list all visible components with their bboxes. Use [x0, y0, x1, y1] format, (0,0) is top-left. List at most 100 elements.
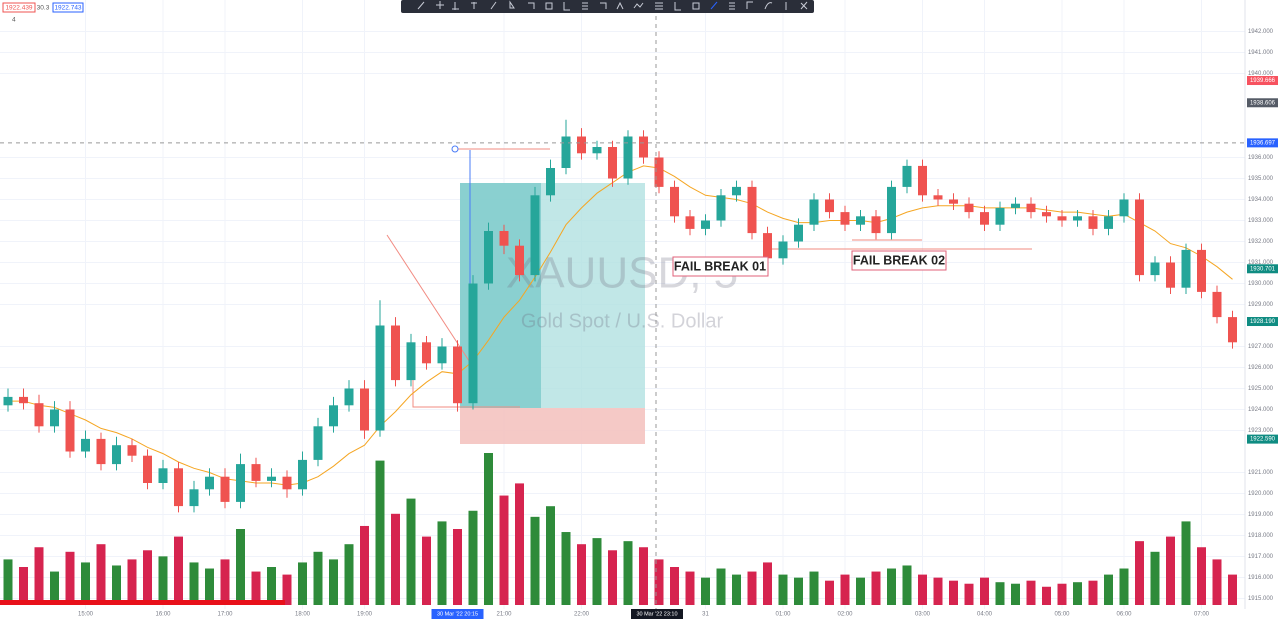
tool-icon[interactable]: [563, 2, 570, 11]
candle-body: [732, 186, 741, 196]
volume-bar: [980, 577, 989, 605]
candle-body: [840, 212, 850, 225]
tool-icon[interactable]: [692, 2, 700, 10]
candle-body: [437, 346, 447, 364]
volume-bar: [19, 567, 28, 605]
y-tick-label: 1925.000: [1248, 386, 1274, 392]
tool-icon[interactable]: [436, 1, 444, 9]
candle-body: [1150, 262, 1160, 276]
volume-bar: [1150, 551, 1160, 605]
candle-body: [375, 325, 385, 431]
candle-body: [1212, 291, 1222, 318]
info-value: 1922.439: [5, 5, 32, 12]
tool-icon[interactable]: [509, 0, 515, 9]
tool-icon[interactable]: [655, 2, 663, 10]
tool-icon[interactable]: [800, 1, 808, 10]
candle-body: [778, 241, 788, 259]
candle-body: [964, 203, 974, 213]
candle-body: [995, 207, 1005, 225]
volume-bar: [561, 532, 571, 605]
y-tick-label: 1915.000: [1248, 596, 1274, 602]
volume-bar: [174, 536, 183, 605]
tool-icon[interactable]: [417, 1, 425, 10]
y-tick-label: 1930.000: [1248, 281, 1274, 287]
volume-bar: [437, 521, 447, 605]
candle-body: [794, 224, 803, 242]
price-tag-label: 1928.190: [1250, 319, 1276, 325]
volume-bar: [778, 574, 788, 605]
price-axis-labels: 1915.000 1916.000 1917.000 1918.000 1919.000…: [1247, 29, 1278, 602]
price-tag-label: 1936.697: [1250, 140, 1276, 146]
anchor-point[interactable]: [451, 145, 459, 153]
candle-body: [499, 231, 509, 246]
volume-bar: [1228, 574, 1237, 605]
candle-body: [639, 136, 648, 158]
candle-body: [933, 195, 943, 200]
volume-bar: [995, 582, 1005, 605]
price-tag-label: 1938.606: [1250, 100, 1276, 106]
volume-bar: [530, 516, 540, 605]
crosshair-time-box: [631, 609, 683, 619]
annotation-box: [851, 250, 947, 271]
x-tick-label: 06:00: [1116, 612, 1132, 618]
candle-body: [282, 476, 292, 490]
candle-body: [577, 136, 586, 154]
candle-body: [763, 233, 772, 259]
tool-icon[interactable]: [674, 2, 681, 11]
volume-bar: [964, 583, 974, 605]
candle-body: [50, 409, 59, 427]
candle-body: [344, 388, 354, 406]
candle-body: [205, 476, 214, 490]
watermark-subtitle: Gold Spot / U.S. Dollar: [521, 310, 724, 332]
candle-body: [360, 388, 369, 431]
tool-icon[interactable]: [710, 1, 718, 10]
volume-bar: [205, 568, 214, 605]
x-tick-label: 18:00: [295, 612, 311, 618]
candle-body: [871, 216, 881, 234]
volume-bar: [267, 567, 276, 605]
tool-icon[interactable]: [452, 2, 459, 10]
volume-bar: [716, 568, 726, 605]
price-tag-label: 1922.590: [1250, 437, 1276, 443]
volume-bar: [453, 529, 462, 605]
tool-icon[interactable]: [471, 2, 477, 9]
volume-bar: [840, 574, 850, 605]
candle-body: [484, 231, 493, 284]
price-tag: [1247, 264, 1278, 274]
tool-icon[interactable]: [633, 2, 644, 9]
candle-body: [701, 220, 710, 229]
tool-icon[interactable]: [746, 1, 753, 9]
tool-icon[interactable]: [764, 2, 773, 10]
candle-body: [1026, 203, 1036, 213]
volume-bar: [809, 571, 819, 605]
candle-body: [1088, 216, 1098, 229]
tool-icon[interactable]: [582, 2, 588, 10]
indicator-count[interactable]: 4: [12, 17, 16, 24]
y-tick-label: 1935.000: [1248, 176, 1274, 182]
candle-body: [1011, 203, 1020, 208]
volume-bar: [484, 453, 493, 605]
volume-bar: [468, 510, 478, 605]
x-tick-label: 31: [702, 612, 709, 618]
volume-bar: [143, 550, 152, 605]
tool-icon[interactable]: [545, 2, 553, 10]
candle-body: [608, 147, 617, 179]
tool-icon[interactable]: [729, 2, 735, 10]
tool-icon[interactable]: [490, 1, 497, 10]
time-axis-labels: 15:00 16:00 17:00 18:00 19:00 21:00 22:00 31 01:…: [78, 609, 1210, 619]
candle-body: [716, 195, 726, 221]
tool-icon[interactable]: [616, 1, 624, 10]
price-tag: [1247, 317, 1278, 327]
candle-body: [422, 342, 431, 364]
candle-body: [809, 199, 819, 225]
candle-body: [406, 342, 416, 381]
tool-icon[interactable]: [600, 2, 607, 9]
volume-bar: [189, 562, 199, 605]
candle-body: [468, 283, 478, 404]
volume-bar: [639, 547, 648, 605]
tool-icon[interactable]: [528, 2, 535, 9]
x-tick-label: 19:00: [357, 612, 373, 618]
volume-bar: [112, 565, 121, 605]
candle-body: [189, 489, 199, 507]
